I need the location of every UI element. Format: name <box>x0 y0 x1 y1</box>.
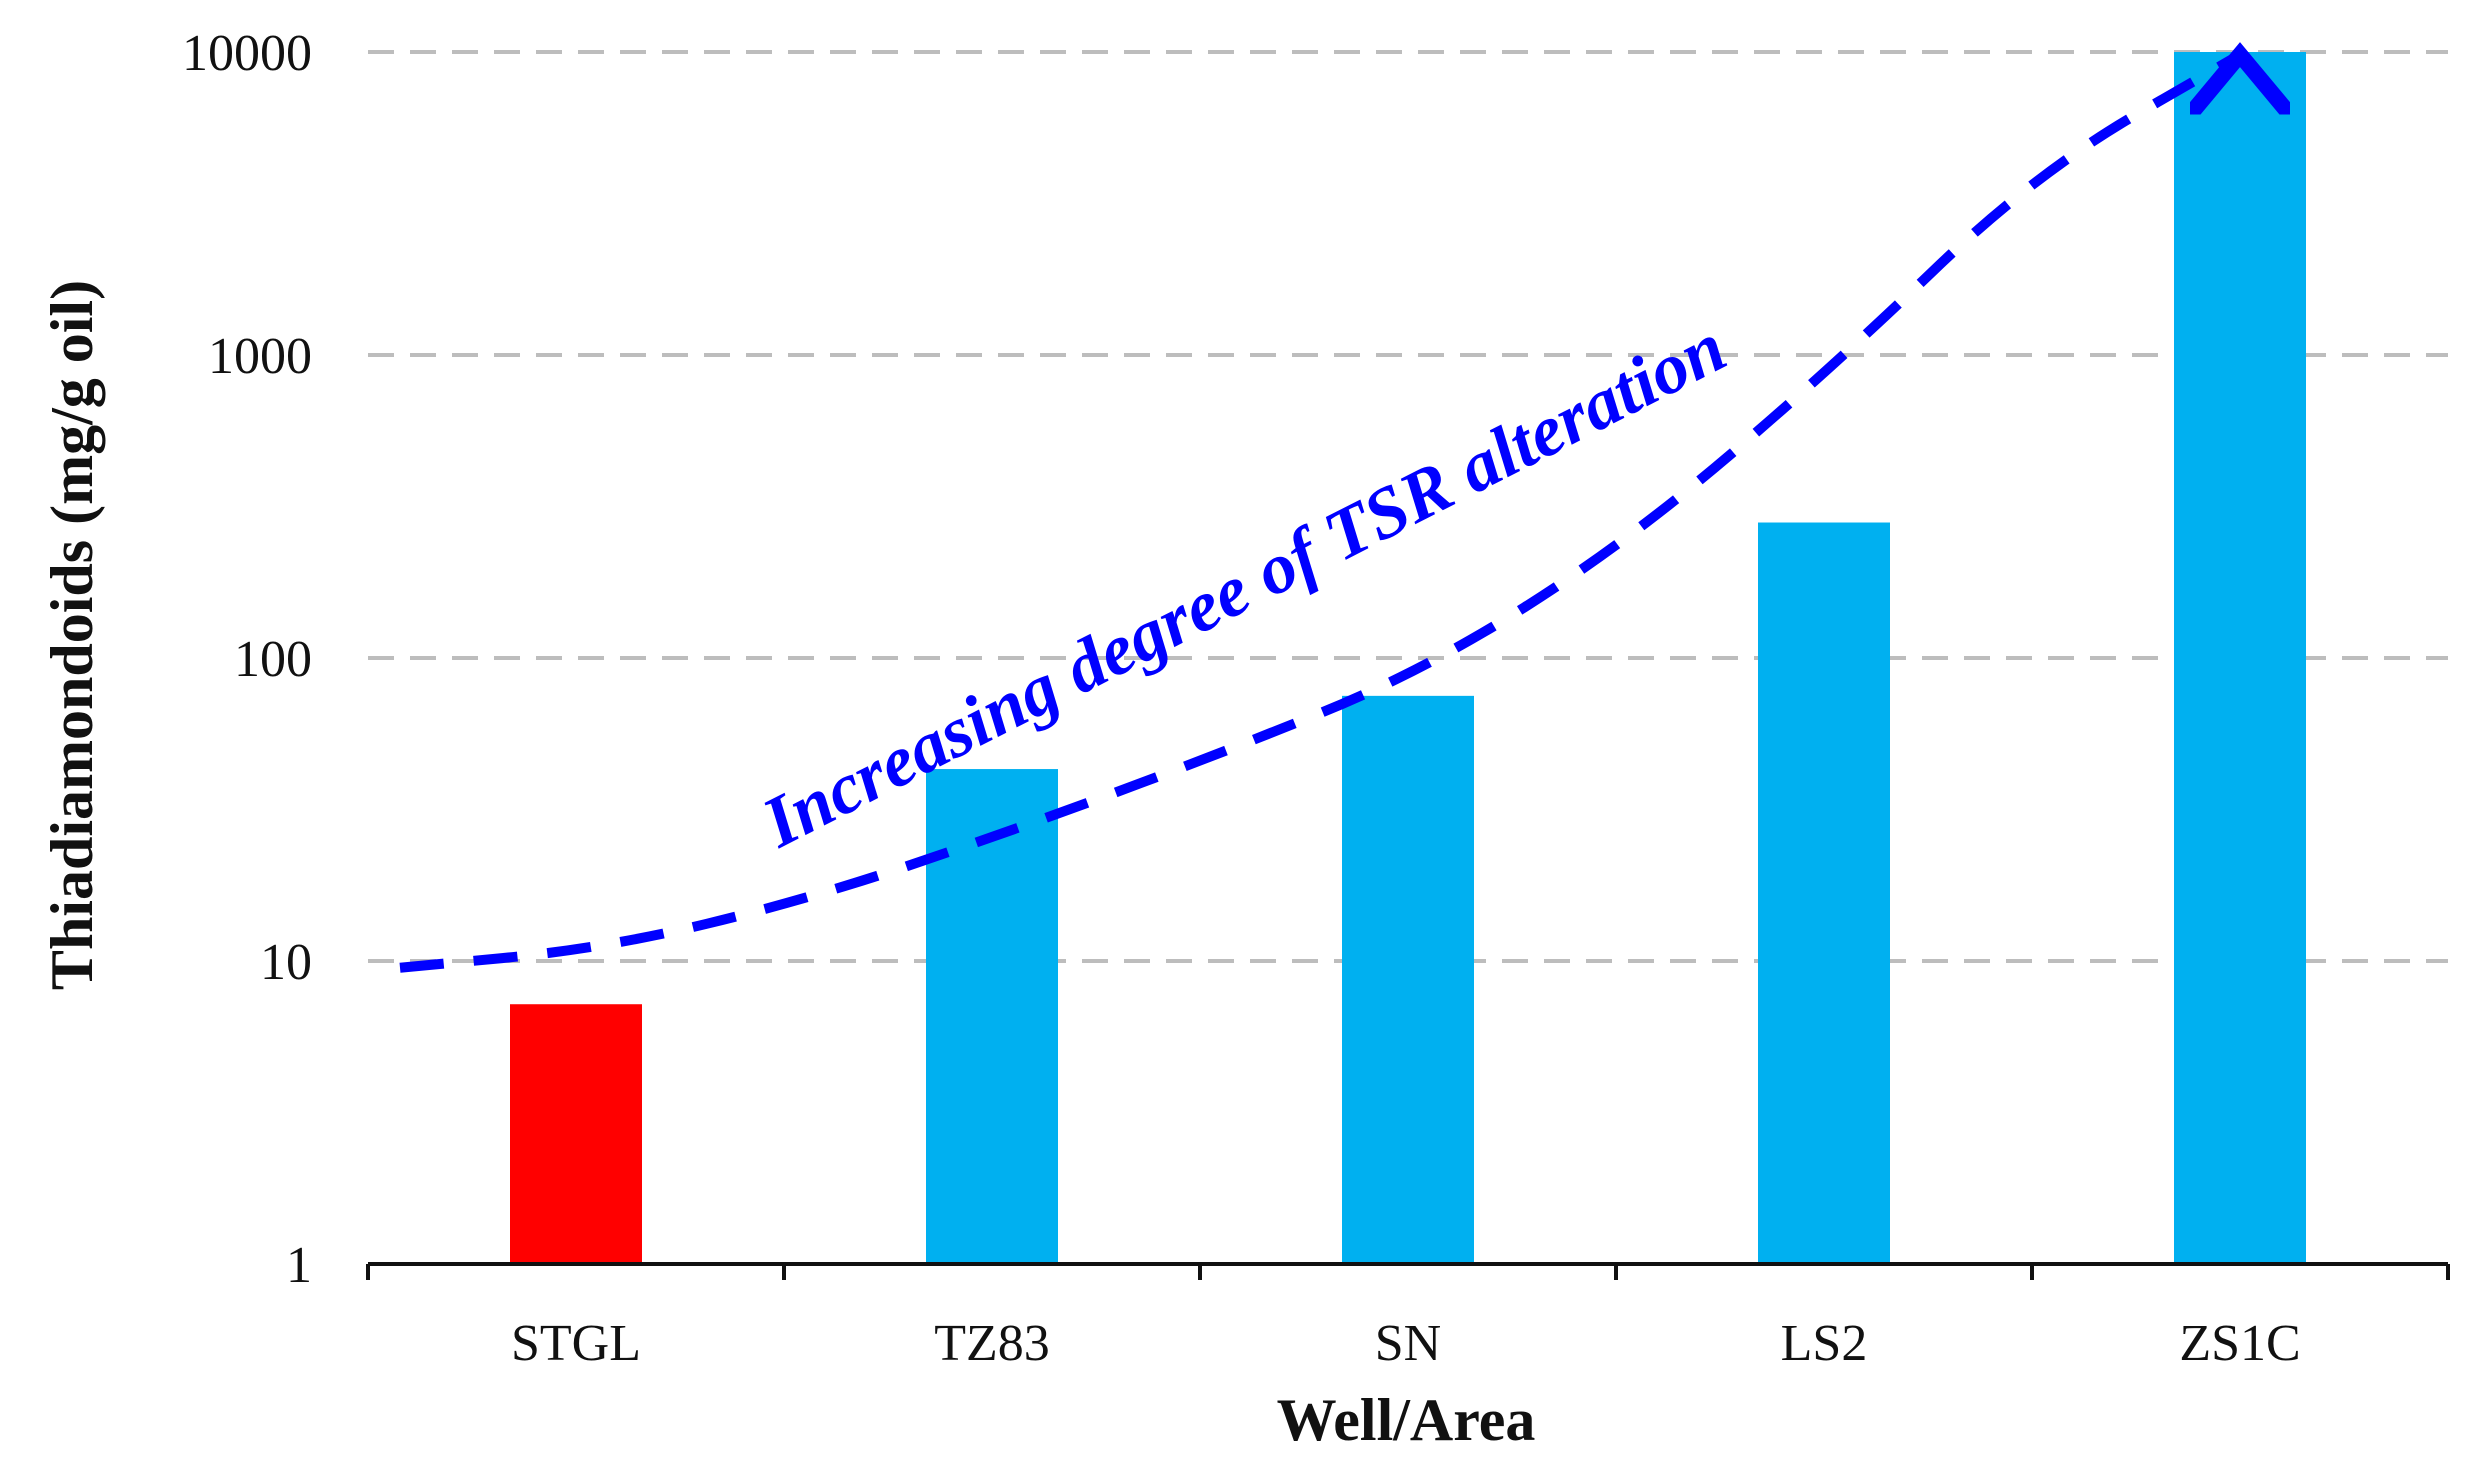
trend-annotation <box>399 55 2240 973</box>
bar-ls2 <box>1758 522 1890 1264</box>
bar-sn <box>1342 695 1474 1264</box>
grid-lines <box>368 50 2448 963</box>
trend-annotation-label: Increasing degree of TSR alteration <box>749 307 1738 864</box>
x-axis-title: Well/Area <box>1277 1387 1536 1453</box>
y-tick-label: 10 <box>260 934 312 991</box>
y-axis-title: Thiadiamondoids (mg/g oil) <box>39 280 105 990</box>
bar-zs1c <box>2174 52 2306 1264</box>
x-tick-label: STGL <box>511 1315 641 1372</box>
x-tick-label: ZS1C <box>2179 1315 2300 1372</box>
bar-tz83 <box>926 769 1058 1264</box>
y-tick-label: 1 <box>286 1237 312 1294</box>
axes: 1 10 100 1000 10000 STGL TZ83 SN LS2 ZS1C <box>182 25 2450 1372</box>
y-tick-label: 1000 <box>208 328 312 385</box>
y-tick-label: 100 <box>234 631 312 688</box>
x-tick-label: TZ83 <box>934 1315 1050 1372</box>
y-tick-label: 10000 <box>182 25 312 82</box>
bars <box>510 52 2306 1264</box>
x-tick-label: LS2 <box>1781 1315 1868 1372</box>
bar-stgl <box>510 1004 642 1264</box>
x-tick-label: SN <box>1375 1315 1441 1372</box>
trend-curve <box>399 55 2240 973</box>
